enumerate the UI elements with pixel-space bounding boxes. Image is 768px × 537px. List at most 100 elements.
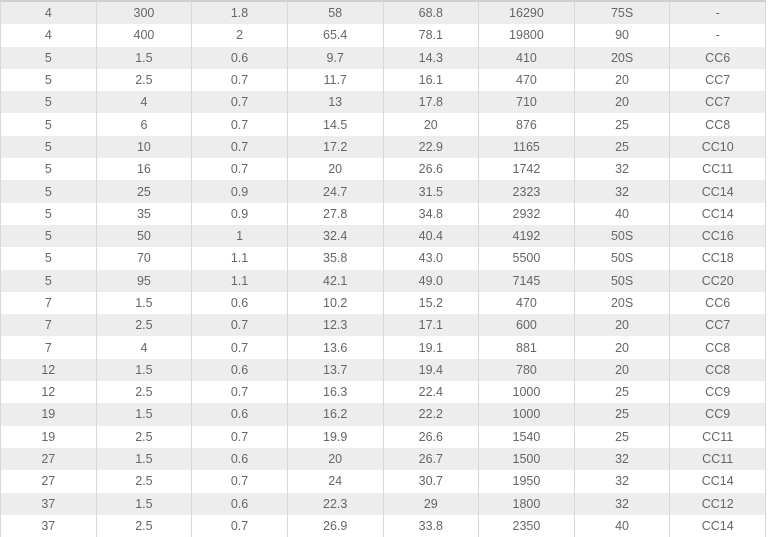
table-cell: 300 (95, 1, 193, 25)
table-cell: 470 (478, 291, 575, 315)
table-cell: 22.2 (382, 403, 480, 426)
table-cell: 50 (95, 224, 193, 248)
table-cell: 17.1 (382, 314, 480, 337)
table-cell: 32 (573, 158, 671, 181)
table-cell: 6 (95, 113, 193, 136)
table-row: 19 2.5 0.7 19.9 26.6 1540 25 CC11 (0, 425, 766, 448)
table-row: 5 50 1 32.4 40.4 4192 50S CC16 (0, 224, 766, 248)
table-cell: 7145 (478, 269, 575, 292)
table-cell: 5 (0, 68, 97, 92)
table-cell: 24 (286, 470, 384, 493)
table-cell: 1.5 (95, 291, 193, 315)
table-cell: 5 (0, 247, 97, 270)
table-cell: 2323 (478, 180, 575, 203)
table-cell: 1165 (478, 135, 575, 159)
table-cell: 58 (286, 1, 384, 25)
table-cell: 780 (478, 358, 575, 382)
table-cell: 24.7 (286, 180, 384, 203)
table-cell: CC10 (669, 135, 766, 159)
table-cell: 1 (191, 224, 288, 248)
table-cell: 0.7 (191, 381, 288, 404)
table-cell: 14.5 (286, 113, 384, 136)
table-cell: 26.7 (382, 447, 480, 471)
table-cell: 1540 (478, 425, 575, 448)
table-cell: 17.8 (382, 91, 480, 114)
table-cell: 49.0 (382, 269, 480, 292)
table-cell: 25 (573, 113, 671, 136)
table-cell: 50S (573, 247, 671, 270)
table-cell: 22.3 (286, 492, 384, 515)
table-cell: CC8 (669, 358, 766, 382)
table-cell: 2.5 (95, 68, 193, 92)
table-cell: 0.6 (191, 403, 288, 426)
table-row: 5 35 0.9 27.8 34.8 2932 40 CC14 (0, 202, 766, 225)
table-cell: 0.7 (191, 425, 288, 448)
table-cell: 20 (573, 91, 671, 114)
table-cell: 16.3 (286, 381, 384, 404)
table-cell: 50S (573, 269, 671, 292)
table-cell: 70 (95, 247, 193, 270)
table-cell: 0.7 (191, 113, 288, 136)
table-cell: CC7 (669, 91, 766, 114)
table-row: 4 300 1.8 58 68.8 16290 75S - (0, 1, 766, 25)
table-cell: 19800 (478, 24, 575, 47)
table-cell: 16.1 (382, 68, 480, 92)
table-cell: 0.6 (191, 447, 288, 471)
table-cell: 5 (0, 180, 97, 203)
table-cell: 13.7 (286, 358, 384, 382)
table-cell: CC11 (669, 425, 766, 448)
table-cell: 0.9 (191, 180, 288, 203)
table-cell: 19 (0, 403, 97, 426)
table-cell: 0.7 (191, 470, 288, 493)
table-row: 37 1.5 0.6 22.3 29 1800 32 CC12 (0, 492, 766, 515)
table-cell: 27.8 (286, 202, 384, 225)
table-cell: 75S (573, 1, 671, 25)
table-cell: CC7 (669, 68, 766, 92)
table-cell: 20 (286, 447, 384, 471)
table-cell: 5 (0, 91, 97, 114)
table-cell: 20 (573, 68, 671, 92)
table-cell: 5 (0, 158, 97, 181)
table-cell: 20 (382, 113, 480, 136)
table-cell: 25 (95, 180, 193, 203)
table-cell: 25 (573, 381, 671, 404)
table-cell: CC6 (669, 46, 766, 69)
table-cell: 9.7 (286, 46, 384, 69)
table-cell: 1800 (478, 492, 575, 515)
table-cell: 600 (478, 314, 575, 337)
table-row: 7 4 0.7 13.6 19.1 881 20 CC8 (0, 336, 766, 359)
table-cell: 1.5 (95, 403, 193, 426)
table-cell: 2.5 (95, 470, 193, 493)
table-cell: 35 (95, 202, 193, 225)
table-cell: 1.1 (191, 269, 288, 292)
table-cell: 0.7 (191, 68, 288, 92)
table-cell: 32.4 (286, 224, 384, 248)
table-cell: 1950 (478, 470, 575, 493)
table-cell: 12.3 (286, 314, 384, 337)
table-cell: 33.8 (382, 514, 480, 537)
table-cell: 15.2 (382, 291, 480, 315)
table-cell: 32 (573, 470, 671, 493)
table-cell: 4 (95, 336, 193, 359)
table-cell: CC6 (669, 291, 766, 315)
table-cell: 1500 (478, 447, 575, 471)
table-cell: 31.5 (382, 180, 480, 203)
table-cell: 5 (0, 113, 97, 136)
table-cell: 16.2 (286, 403, 384, 426)
table-cell: 16 (95, 158, 193, 181)
table-cell: 0.7 (191, 91, 288, 114)
table-row: 5 16 0.7 20 26.6 1742 32 CC11 (0, 158, 766, 181)
table-cell: 2.5 (95, 381, 193, 404)
table-cell: 42.1 (286, 269, 384, 292)
table-cell: 1.5 (95, 447, 193, 471)
table-cell: 0.7 (191, 336, 288, 359)
table-cell: 37 (0, 492, 97, 515)
table-cell: 19.9 (286, 425, 384, 448)
table-row: 4 400 2 65.4 78.1 19800 90- (0, 24, 766, 47)
table-cell: 65.4 (286, 24, 384, 47)
table-cell: 68.8 (382, 1, 480, 25)
table-cell: 26.6 (382, 425, 480, 448)
table-cell: CC14 (669, 202, 766, 225)
table-cell: 4 (0, 24, 97, 47)
table-cell: 0.6 (191, 492, 288, 515)
